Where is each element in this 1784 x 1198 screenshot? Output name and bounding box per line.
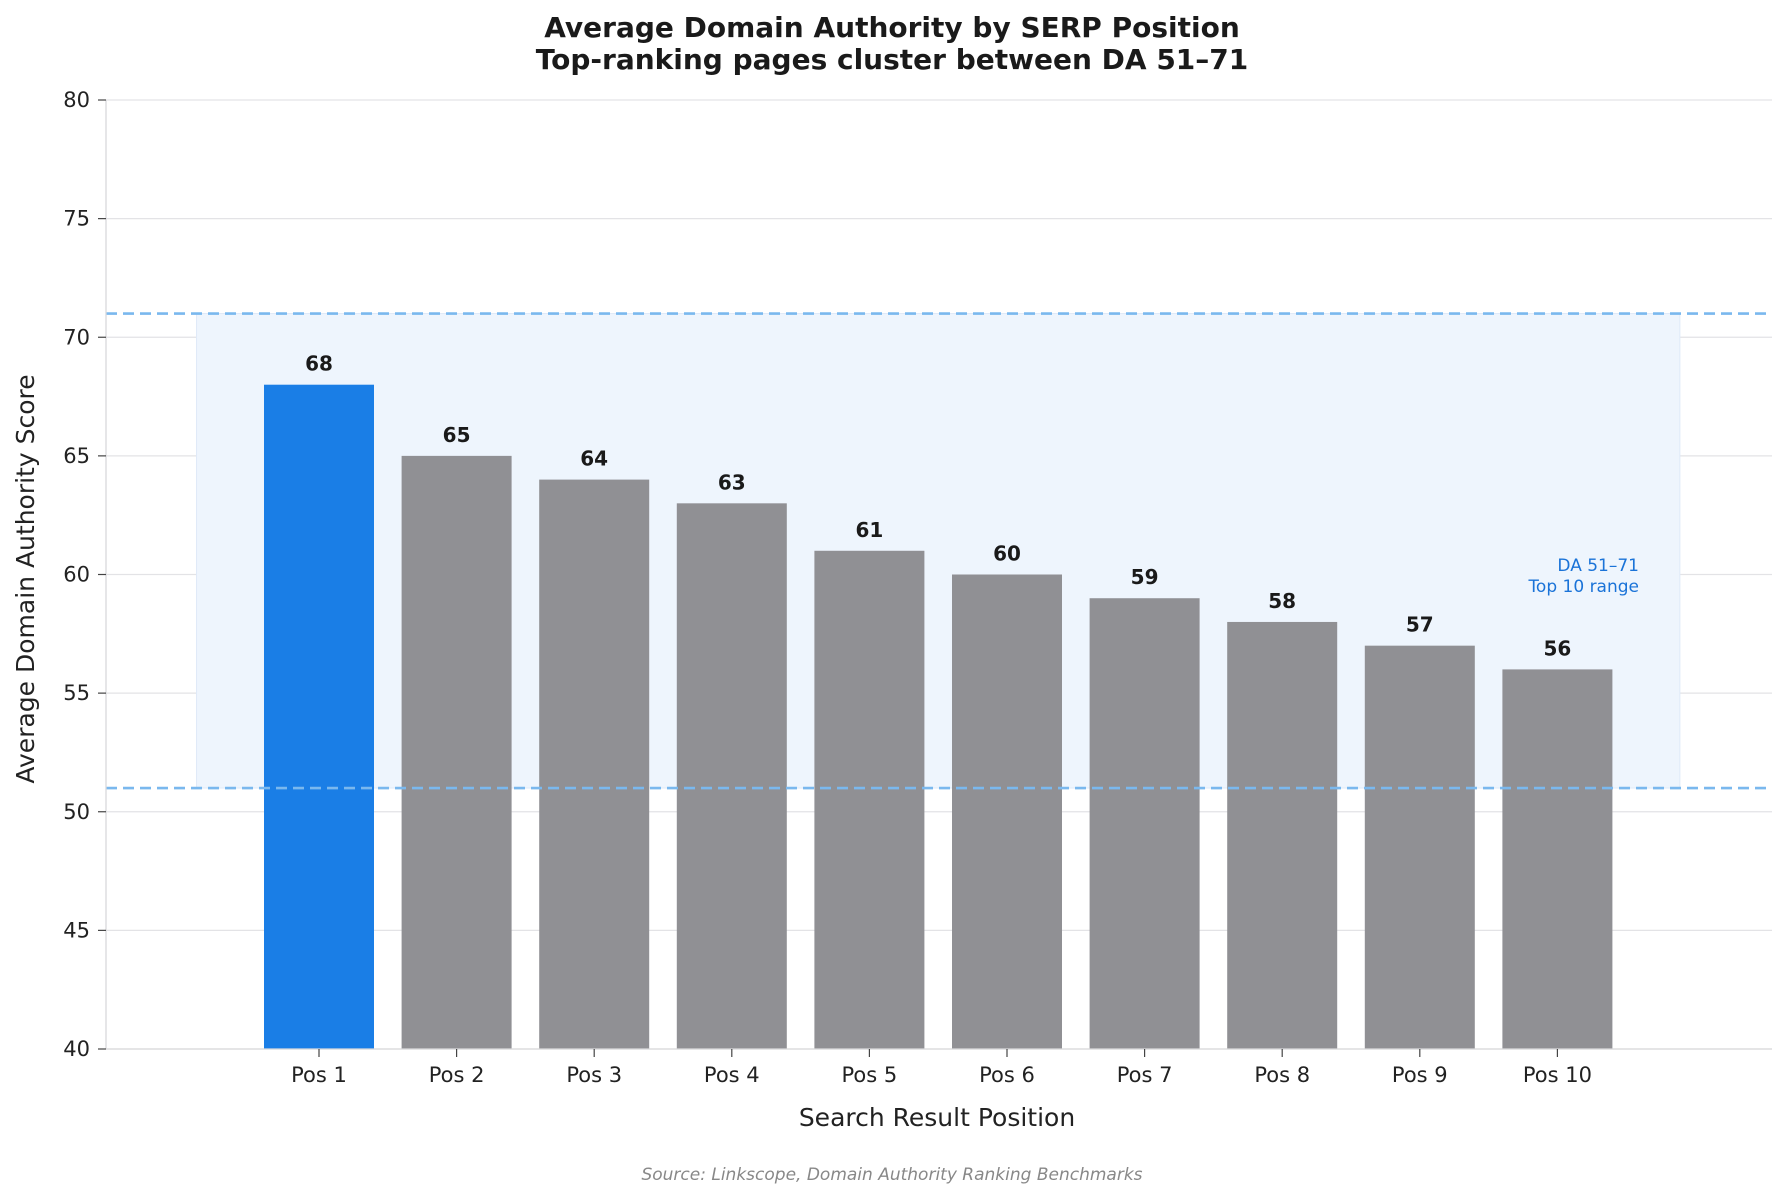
value-label-3: 64 [580,447,608,471]
y-tick-label: 80 [63,88,90,112]
x-axis-label: Search Result Position [799,1103,1075,1132]
bar-9 [1364,645,1475,1049]
bar-6 [952,574,1062,1049]
bar-7 [1089,598,1200,1049]
chart-subtitle: Top-ranking pages cluster between DA 51–… [536,43,1249,76]
x-tick-label: Pos 10 [1523,1063,1592,1087]
y-tick-label: 45 [63,918,90,942]
bar-1 [264,384,374,1049]
y-tick-label: 75 [63,207,90,231]
bar-8 [1227,621,1338,1049]
y-tick-label: 50 [63,800,90,824]
bar-5 [814,550,925,1049]
bar-4 [676,503,787,1049]
y-tick-label: 55 [63,681,90,705]
value-label-10: 56 [1543,636,1571,660]
x-tick-label: Pos 3 [566,1063,622,1087]
source-note: Source: Linkscope, Domain Authority Rank… [641,1165,1142,1185]
x-tick-label: Pos 9 [1392,1063,1448,1087]
chart-title: Average Domain Authority by SERP Positio… [544,11,1240,44]
y-tick-label: 65 [63,444,90,468]
value-label-6: 60 [993,542,1021,566]
y-axis-label: Average Domain Authority Score [11,374,40,783]
bar-3 [539,479,650,1050]
x-tick-label: Pos 1 [291,1063,347,1087]
y-tick-label: 70 [63,325,90,349]
value-labels: 68 65 64 63 61 60 59 58 57 56 [305,352,1571,661]
x-tick-label: Pos 8 [1254,1063,1310,1087]
x-tick-label: Pos 5 [842,1063,898,1087]
value-label-7: 59 [1131,565,1159,589]
x-tick-label: Pos 4 [704,1063,760,1087]
band-label-caption: Top 10 range [1527,577,1639,597]
value-label-2: 65 [443,423,471,447]
x-tick-label: Pos 6 [979,1063,1035,1087]
bars [264,384,1613,1050]
y-tick-label: 40 [63,1037,90,1061]
value-label-5: 61 [855,518,883,542]
band-label-range: DA 51–71 [1557,556,1639,576]
value-label-4: 63 [718,470,746,494]
x-tick-label: Pos 2 [429,1063,485,1087]
value-label-8: 58 [1268,589,1296,613]
bar-2 [401,455,512,1049]
value-label-1: 68 [305,352,333,376]
value-label-9: 57 [1406,613,1434,637]
x-tick-label: Pos 7 [1117,1063,1173,1087]
axes: 40 45 50 55 60 65 70 75 80 Pos 1 Pos 2 Pos 3 Pos 4 Po… [63,88,1772,1087]
bar-10 [1502,669,1613,1049]
y-tick-label: 60 [63,563,90,587]
